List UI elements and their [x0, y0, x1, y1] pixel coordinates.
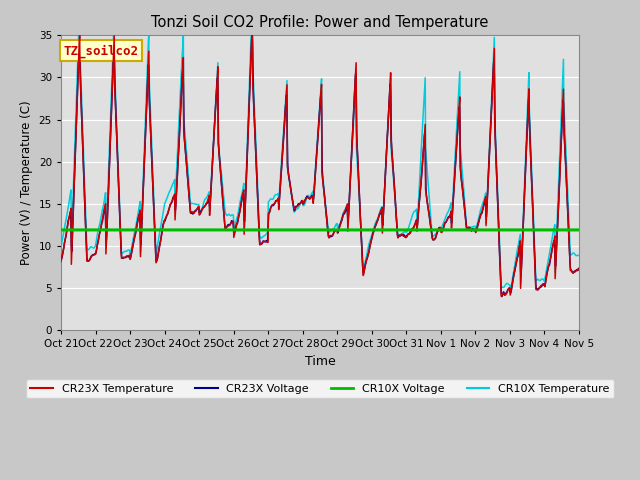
Legend: CR23X Temperature, CR23X Voltage, CR10X Voltage, CR10X Temperature: CR23X Temperature, CR23X Voltage, CR10X …: [26, 379, 614, 398]
Text: TZ_soilco2: TZ_soilco2: [63, 44, 139, 58]
X-axis label: Time: Time: [305, 355, 335, 368]
Title: Tonzi Soil CO2 Profile: Power and Temperature: Tonzi Soil CO2 Profile: Power and Temper…: [151, 15, 489, 30]
Y-axis label: Power (V) / Temperature (C): Power (V) / Temperature (C): [20, 100, 33, 265]
